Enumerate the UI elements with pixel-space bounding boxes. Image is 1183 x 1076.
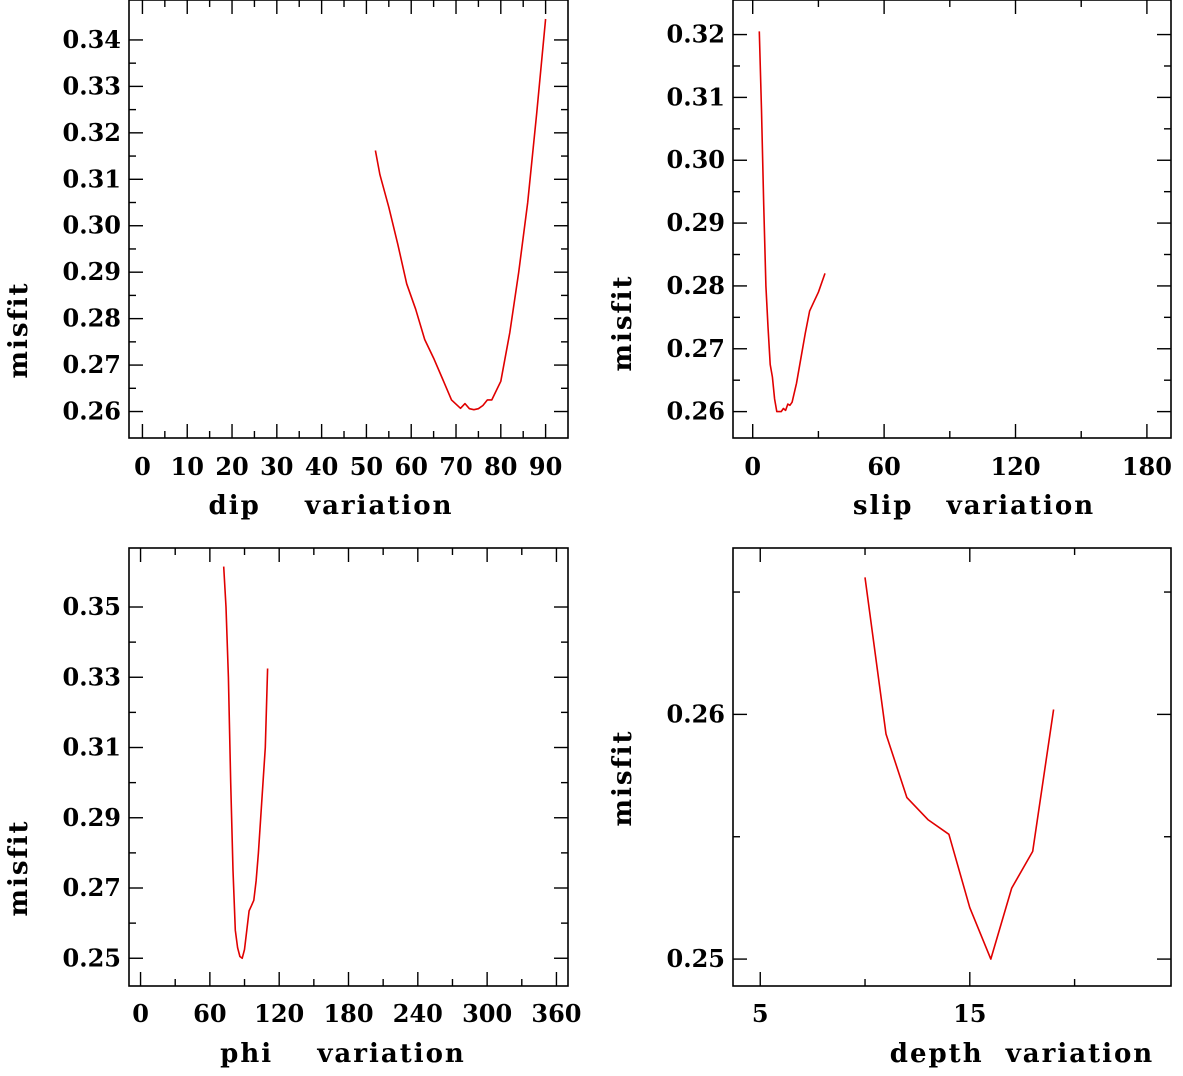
chart-panel-4: 0.25 0.26 5 15 depth variation misfit <box>608 547 1172 1069</box>
y-tick-label: 0.26 <box>667 397 725 426</box>
x-tick-label: 180 <box>1122 452 1172 481</box>
x-tick-label: 240 <box>393 999 443 1028</box>
misfit-curve <box>758 31 826 413</box>
x-tick-label: 15 <box>953 999 986 1028</box>
x-tick-label: 10 <box>171 452 204 481</box>
x-axis-title: depth variation <box>890 1039 1154 1069</box>
y-tick-label: 0.27 <box>667 334 725 363</box>
x-tick-label: 300 <box>462 999 512 1028</box>
y-tick-label: 0.31 <box>63 733 121 762</box>
y-tick-label: 0.30 <box>667 145 725 174</box>
misfit-curve <box>374 18 547 411</box>
x-tick-label: 120 <box>254 999 304 1028</box>
y-tick-label: 0.32 <box>667 20 725 49</box>
x-tick-label: 80 <box>484 452 517 481</box>
y-axis-title: misfit <box>4 281 34 378</box>
x-tick-label: 0 <box>744 452 761 481</box>
y-tick-label: 0.27 <box>63 873 121 902</box>
chart-panel-1: 0.26 0.27 0.28 0.29 0.30 0.31 0.32 0.33 0.34 0 10 2… <box>4 0 569 521</box>
x-tick-label: 60 <box>193 999 226 1028</box>
x-tick-label: 30 <box>260 452 293 481</box>
y-tick-label: 0.35 <box>63 592 121 621</box>
x-tick-label: 0 <box>134 452 151 481</box>
x-tick-label: 20 <box>215 452 248 481</box>
misfit-curve <box>222 566 269 960</box>
x-tick-label: 40 <box>305 452 338 481</box>
y-axis-title: misfit <box>608 729 638 826</box>
x-axis-title: slip variation <box>853 491 1095 521</box>
y-tick-label: 0.31 <box>63 164 121 193</box>
y-tick-label: 0.31 <box>667 82 725 111</box>
x-tick-label: 180 <box>323 999 373 1028</box>
plot-frame <box>128 0 569 439</box>
y-tick-label: 0.29 <box>667 208 725 237</box>
chart-panel-2: 0.26 0.27 0.28 0.29 0.30 0.31 0.32 0 60 120 180 sli… <box>608 0 1172 521</box>
y-tick-label: 0.25 <box>63 943 121 972</box>
y-tick-label: 0.29 <box>63 803 121 832</box>
x-tick-label: 70 <box>439 452 472 481</box>
y-tick-label: 0.28 <box>63 304 121 333</box>
x-tick-label: 5 <box>752 999 769 1028</box>
y-tick-label: 0.32 <box>63 118 121 147</box>
plot-frame <box>732 547 1172 987</box>
chart-panel-3: 0.25 0.27 0.29 0.31 0.33 0.35 0 60 120 180 240 300 3… <box>4 547 582 1069</box>
y-axis-title: misfit <box>608 274 638 371</box>
x-axis-title: dip variation <box>209 491 454 521</box>
y-tick-label: 0.26 <box>667 699 725 728</box>
plot-frame <box>128 547 569 987</box>
misfit-curve <box>864 577 1055 960</box>
x-tick-label: 120 <box>990 452 1040 481</box>
x-tick-label: 60 <box>867 452 900 481</box>
y-tick-label: 0.33 <box>63 662 121 691</box>
y-tick-label: 0.25 <box>667 944 725 973</box>
x-tick-label: 90 <box>529 452 562 481</box>
y-axis-title: misfit <box>4 819 34 916</box>
y-tick-label: 0.27 <box>63 350 121 379</box>
plot-frame <box>732 0 1172 439</box>
y-tick-label: 0.30 <box>63 211 121 240</box>
y-tick-label: 0.28 <box>667 271 725 300</box>
x-tick-label: 50 <box>350 452 383 481</box>
y-tick-label: 0.29 <box>63 257 121 286</box>
x-tick-label: 60 <box>395 452 428 481</box>
x-tick-label: 0 <box>132 999 149 1028</box>
x-tick-label: 360 <box>531 999 581 1028</box>
y-tick-label: 0.33 <box>63 71 121 100</box>
x-axis-title: phi variation <box>220 1039 466 1069</box>
y-tick-label: 0.34 <box>63 25 121 54</box>
y-tick-label: 0.26 <box>63 397 121 426</box>
